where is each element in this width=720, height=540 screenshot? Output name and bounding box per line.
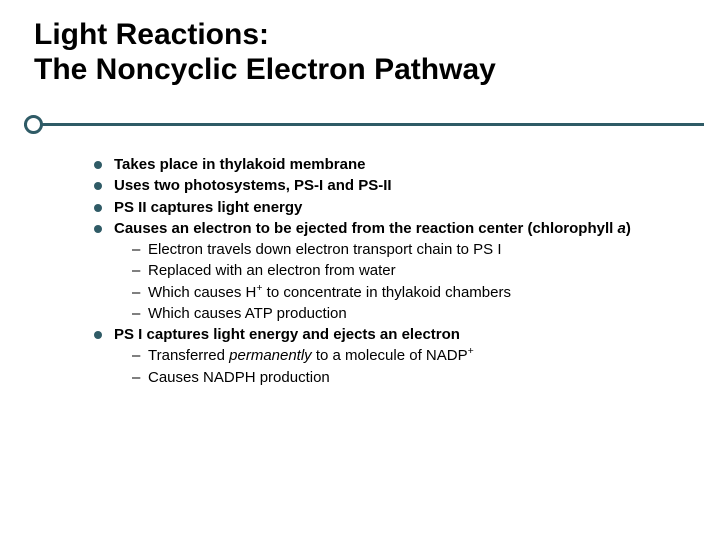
sub-item: Electron travels down electron transport… <box>132 240 676 260</box>
sub-list: Electron travels down electron transport… <box>132 240 676 324</box>
sub-item: Causes NADPH production <box>132 368 676 388</box>
bullet-item: Uses two photosystems, PS-I and PS-II <box>94 176 676 196</box>
bullet-item: Causes an electron to be ejected from th… <box>94 219 676 324</box>
bullet-item: Takes place in thylakoid membrane <box>94 155 676 175</box>
text-run: ) <box>626 220 631 237</box>
sub-text: Causes NADPH production <box>148 369 330 386</box>
slide-title: Light Reactions: The Noncyclic Electron … <box>34 18 686 87</box>
rule-dot-icon <box>24 115 43 134</box>
text-run: to a molecule of NADP <box>312 347 468 364</box>
title-line-1: Light Reactions: <box>34 18 269 51</box>
sub-list: Transferred permanently to a molecule of… <box>132 346 676 388</box>
bullet-item: PS I captures light energy and ejects an… <box>94 325 676 388</box>
bullet-text: Uses two photosystems, PS-I and PS-II <box>114 177 392 194</box>
bullet-item: PS II captures light energy <box>94 198 676 218</box>
content-area: Takes place in thylakoid membrane Uses t… <box>94 155 676 388</box>
sub-item: Replaced with an electron from water <box>132 261 676 281</box>
bullet-list: Takes place in thylakoid membrane Uses t… <box>94 155 676 388</box>
bullet-text: Takes place in thylakoid membrane <box>114 156 365 173</box>
sub-text: Which causes H+ to concentrate in thylak… <box>148 284 511 301</box>
rule-line <box>24 123 704 126</box>
sub-text: Replaced with an electron from water <box>148 262 396 279</box>
text-italic: permanently <box>229 347 312 364</box>
text-superscript: + <box>468 345 474 357</box>
slide: Light Reactions: The Noncyclic Electron … <box>0 0 720 540</box>
text-run: Transferred <box>148 347 229 364</box>
text-run: Which causes H <box>148 284 256 301</box>
text-run: Causes an electron to be ejected from th… <box>114 220 617 237</box>
bullet-text: PS II captures light energy <box>114 199 302 216</box>
bullet-text: PS I captures light energy and ejects an… <box>114 326 460 343</box>
sub-item: Transferred permanently to a molecule of… <box>132 346 676 366</box>
title-rule <box>34 113 686 137</box>
bullet-text: Causes an electron to be ejected from th… <box>114 220 631 237</box>
text-run: to concentrate in thylakoid chambers <box>263 284 511 301</box>
sub-text: Transferred permanently to a molecule of… <box>148 347 474 364</box>
sub-item: Which causes ATP production <box>132 304 676 324</box>
sub-text: Electron travels down electron transport… <box>148 241 502 258</box>
sub-item: Which causes H+ to concentrate in thylak… <box>132 283 676 303</box>
sub-text: Which causes ATP production <box>148 305 347 322</box>
title-line-2: The Noncyclic Electron Pathway <box>34 53 496 86</box>
text-italic: a <box>617 220 625 237</box>
